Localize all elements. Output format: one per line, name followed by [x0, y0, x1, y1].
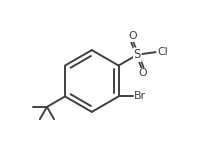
Text: O: O	[128, 32, 137, 41]
Text: Br: Br	[134, 92, 146, 101]
Text: S: S	[134, 48, 141, 61]
Text: O: O	[138, 68, 147, 78]
Text: Cl: Cl	[158, 47, 168, 57]
